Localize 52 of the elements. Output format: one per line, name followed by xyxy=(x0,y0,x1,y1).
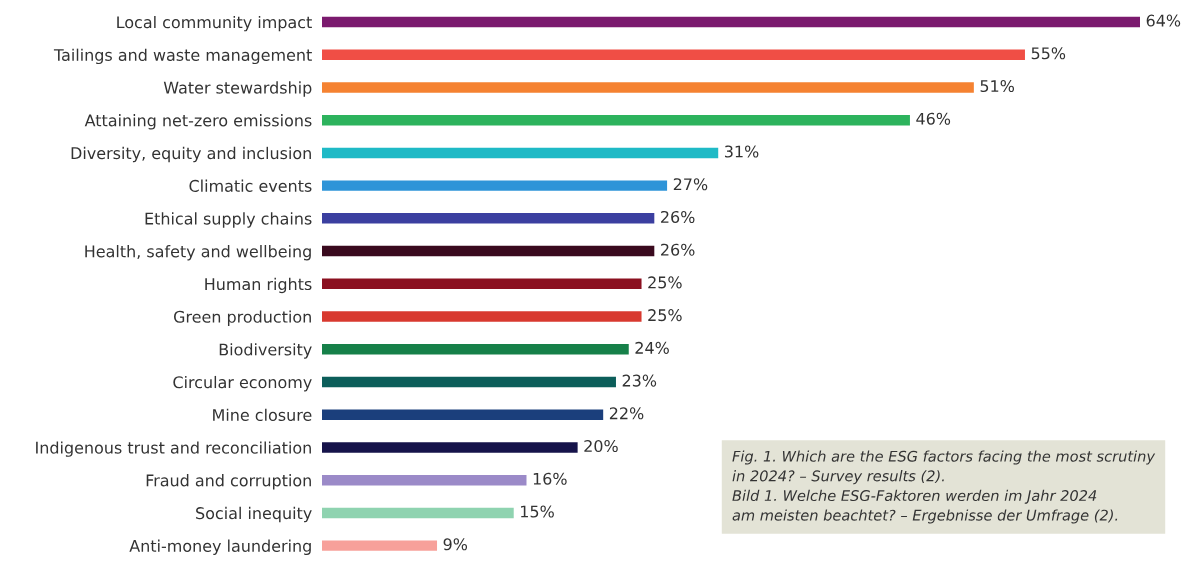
y-tick-label: Attaining net-zero emissions xyxy=(84,114,312,130)
bar xyxy=(322,245,655,257)
data-label: 27% xyxy=(673,178,708,191)
y-tick-label: Biodiversity xyxy=(219,343,312,359)
bar xyxy=(322,474,527,486)
bar xyxy=(322,442,578,453)
data-label: 9% xyxy=(443,538,468,551)
data-label: 31% xyxy=(724,145,759,158)
y-tick-label: Anti-money laundering xyxy=(129,539,311,556)
bar xyxy=(322,147,719,159)
bar xyxy=(322,16,1140,28)
y-tick-label: Mine closure xyxy=(213,408,312,422)
data-label: 23% xyxy=(622,374,657,387)
data-label: 26% xyxy=(661,210,695,223)
data-label: 24% xyxy=(635,341,669,354)
data-label: 51% xyxy=(980,79,1015,93)
bar xyxy=(322,180,668,191)
y-tick-label: Social inequity xyxy=(196,506,312,523)
y-tick-label: Fraud and corruption xyxy=(146,474,311,490)
data-label: 16% xyxy=(533,472,567,485)
data-label: 25% xyxy=(648,276,682,289)
data-label: 20% xyxy=(584,440,618,453)
y-tick-label: Indigenous trust and reconciliation xyxy=(36,441,311,457)
y-tick-label: Tailings and waste management xyxy=(53,48,312,65)
bar xyxy=(322,213,655,224)
data-label: 26% xyxy=(661,243,695,256)
bar xyxy=(322,540,438,551)
y-tick-label: Ethical supply chains xyxy=(145,212,312,228)
bar xyxy=(322,278,642,290)
data-label: 22% xyxy=(609,407,644,420)
bar xyxy=(322,507,514,519)
data-label: 46% xyxy=(916,112,951,125)
y-tick-label: Green production xyxy=(173,310,311,326)
y-tick-label: Diversity, equity and inclusion xyxy=(71,146,311,163)
y-tick-label: Human rights xyxy=(205,277,312,294)
data-label: 64% xyxy=(1146,14,1181,27)
bar xyxy=(322,114,910,126)
y-tick-label: Circular economy xyxy=(173,375,312,392)
data-label: 25% xyxy=(648,309,682,322)
annotation: Fig. 1. Which are the ESG factors facing the most scrutiny in 2024? – Survey results (2). Bild 1. Welche ESG-Faktoren werden im Jahr 2024 am meisten beachtet? – Ergebnisse der Umfrage (2). xyxy=(732,450,1156,524)
bar xyxy=(322,376,616,388)
y-tick-label: Health, safety and wellbeing xyxy=(85,245,311,261)
bar xyxy=(322,82,974,93)
bar xyxy=(322,49,1025,60)
y-tick-label: Water stewardship xyxy=(163,81,312,97)
bar xyxy=(322,311,642,322)
bar xyxy=(322,409,604,420)
data-label: 55% xyxy=(1031,47,1066,60)
bar xyxy=(322,344,629,355)
y-tick-label: Climatic events xyxy=(189,179,312,192)
y-tick-label: Local community impact xyxy=(117,15,312,32)
data-label: 15% xyxy=(521,505,554,518)
